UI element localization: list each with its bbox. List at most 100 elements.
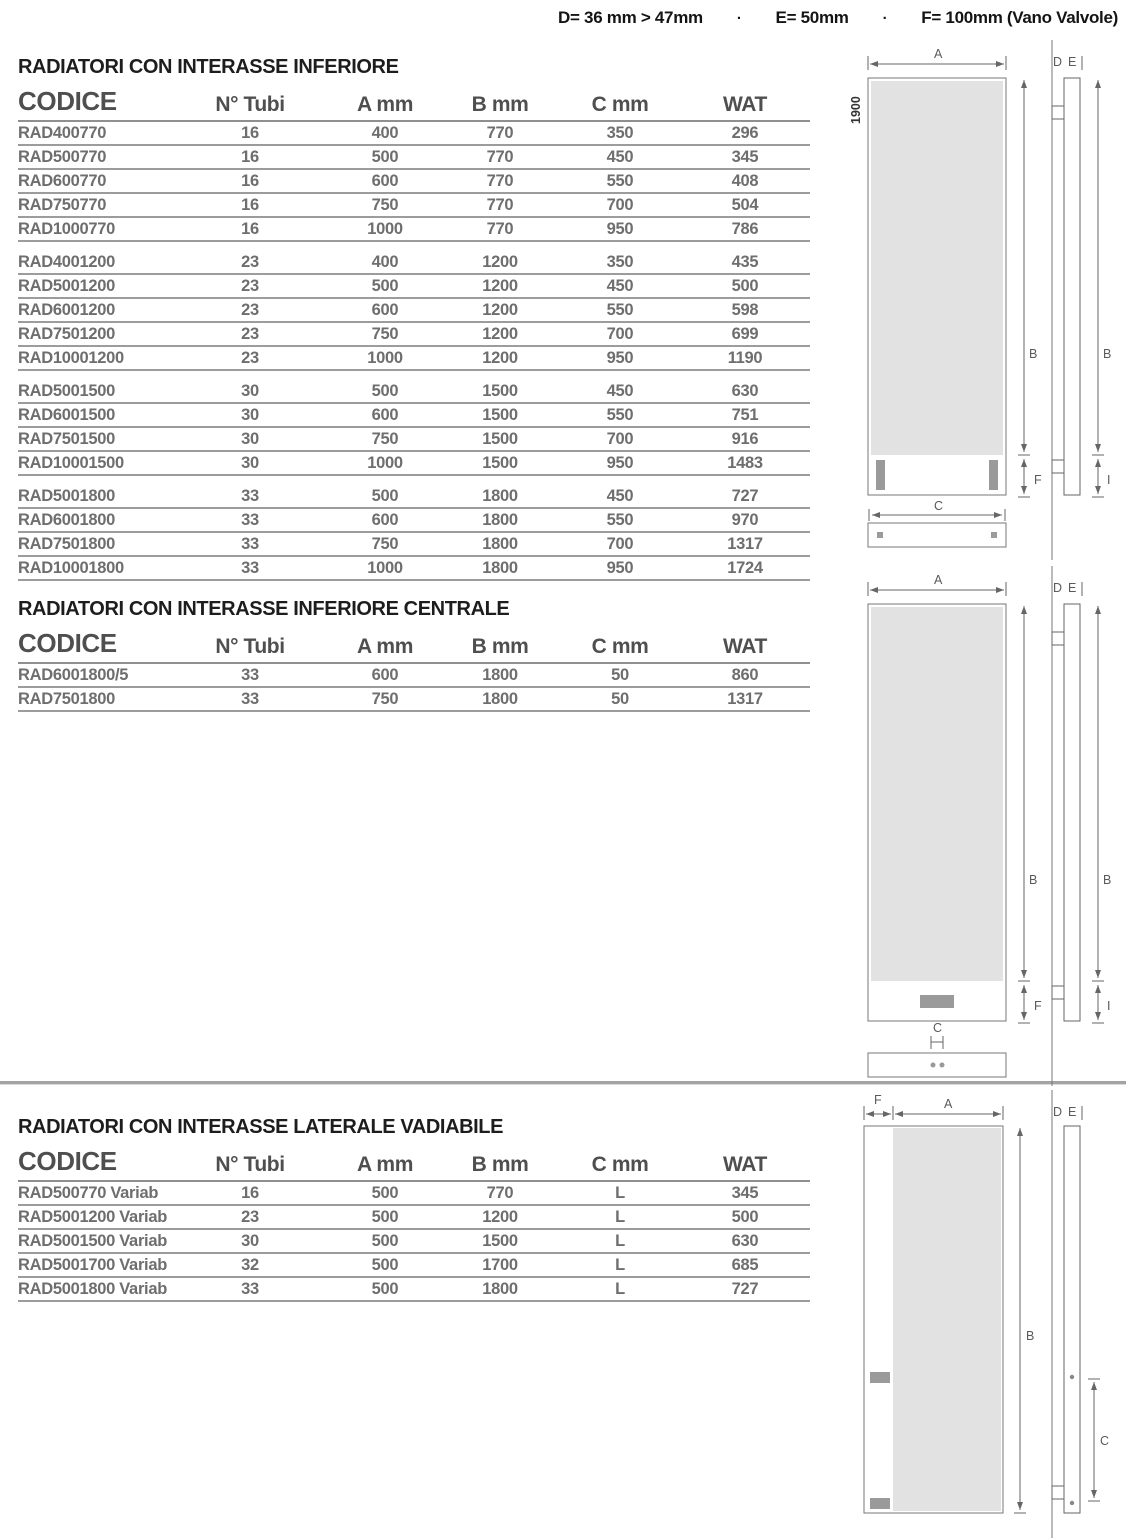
table-row: RAD4001200 23 400 1200 350 435	[18, 251, 810, 275]
value-cell: 1200	[482, 252, 518, 271]
value-cell: 751	[731, 405, 759, 424]
value-cell: 500	[371, 486, 399, 505]
bottom-view	[867, 1052, 1007, 1078]
value-cell: 1000	[367, 348, 403, 367]
table-row: RAD5001800 33 500 1800 450 727	[18, 485, 810, 509]
value-cell: 350	[606, 123, 634, 142]
value-cell: 16	[241, 147, 259, 166]
radiator-panel	[871, 81, 1003, 455]
value-cell: 770	[486, 123, 514, 142]
codice-cell: RAD6001500	[18, 405, 115, 424]
value-cell: 500	[371, 1183, 399, 1202]
column-header: N° Tubi	[215, 93, 285, 116]
bottom-view	[867, 522, 1007, 548]
value-cell: L	[615, 1279, 625, 1298]
value-cell: 699	[731, 324, 759, 343]
value-cell: 770	[486, 171, 514, 190]
value-cell: 1500	[482, 381, 518, 400]
value-cell: 16	[241, 171, 259, 190]
dimension-f-front	[1018, 459, 1030, 498]
table-row: RAD10001200 23 1000 1200 950 1190	[18, 347, 810, 371]
label-c: C	[934, 499, 943, 513]
value-cell: 16	[241, 123, 259, 142]
table-group: RAD5001500 30 500 1500 450 630 RAD6001500 30 600…	[18, 380, 810, 476]
value-cell: 30	[241, 405, 259, 424]
radiator-diagram-inferiore: A 1900 B F C D E B I	[849, 40, 1111, 560]
value-cell: 598	[731, 300, 759, 319]
table-row: RAD600770 16 600 770 550 408	[18, 170, 810, 194]
codice-cell: RAD5001800 Variab	[18, 1279, 167, 1298]
value-cell: 1500	[482, 429, 518, 448]
wall-bracket-bottom	[1051, 459, 1065, 474]
front-view	[867, 77, 1007, 496]
table-row: RAD6001200 23 600 1200 550 598	[18, 299, 810, 323]
radiator-diagram-inferiore-centrale: A B F C D E B I	[867, 566, 1111, 1086]
value-cell: 296	[731, 123, 759, 142]
value-cell: 400	[371, 123, 399, 142]
table-row: RAD6001500 30 600 1500 550 751	[18, 404, 810, 428]
dimension-b-side	[1092, 606, 1104, 982]
value-cell: L	[615, 1183, 625, 1202]
table-group: RAD400770 16 400 770 350 296 RAD500770 16 500 770…	[18, 122, 810, 242]
value-cell: 550	[606, 300, 634, 319]
label-d: D	[1053, 55, 1062, 69]
value-cell: 1500	[482, 453, 518, 472]
value-cell: 450	[606, 147, 634, 166]
dimension-b-side	[1092, 80, 1104, 456]
label-a: A	[934, 47, 943, 61]
dimension-i-side	[1092, 985, 1104, 1024]
table-group: RAD5001800 33 500 1800 450 727 RAD6001800 33 600…	[18, 485, 810, 581]
value-cell: 750	[371, 324, 399, 343]
value-cell: 33	[241, 1279, 259, 1298]
dimension-c-side	[1088, 1378, 1100, 1502]
value-cell: 435	[731, 252, 759, 271]
value-cell: 33	[241, 510, 259, 529]
dimension-i-side	[1092, 459, 1104, 498]
value-cell: 1724	[727, 558, 763, 577]
column-header: WAT	[723, 1153, 767, 1176]
connector-upper	[870, 1372, 890, 1383]
value-cell: 770	[486, 1183, 514, 1202]
table-row: RAD10001800 33 1000 1800 950 1724	[18, 557, 810, 581]
value-cell: 450	[606, 381, 634, 400]
value-cell: 16	[241, 195, 259, 214]
column-header: N° Tubi	[215, 635, 285, 658]
codice-cell: RAD10001200	[18, 348, 124, 367]
label-c: C	[933, 1021, 942, 1035]
section-interasse-laterale-variabile: RADIATORI CON INTERASSE LATERALE VADIABI…	[18, 1116, 810, 1311]
value-cell: 500	[731, 276, 759, 295]
codice-cell: RAD6001200	[18, 300, 115, 319]
dimension-c	[868, 509, 1006, 521]
separator-dot: ·	[736, 9, 742, 27]
wall-bracket-bottom	[1051, 1485, 1065, 1500]
column-header: WAT	[723, 635, 767, 658]
codice-cell: RAD7501200	[18, 324, 115, 343]
connection-dot-upper	[1069, 1374, 1075, 1380]
codice-cell: RAD5001800	[18, 486, 115, 505]
radiator-profile	[1063, 77, 1081, 496]
table-row: RAD500770 Variab 16 500 770 L 345	[18, 1182, 810, 1206]
table-row: RAD7501200 23 750 1200 700 699	[18, 323, 810, 347]
value-cell: 1000	[367, 558, 403, 577]
codice-cell: RAD4001200	[18, 252, 115, 271]
value-cell: 345	[731, 1183, 759, 1202]
value-cell: 950	[606, 453, 634, 472]
value-cell: 770	[486, 219, 514, 238]
front-view	[867, 603, 1007, 1022]
radiator-profile	[1063, 603, 1081, 1022]
table-row: RAD5001500 Variab 30 500 1500 L 630	[18, 1230, 810, 1254]
value-cell: 685	[731, 1255, 759, 1274]
dimension-a	[895, 1106, 1004, 1120]
label-a: A	[944, 1097, 953, 1111]
table-row: RAD10001500 30 1000 1500 950 1483	[18, 452, 810, 476]
value-cell: 1483	[727, 453, 763, 472]
column-header: CODICE	[18, 86, 117, 116]
table-header: CODICE N° Tubi A mm B mm C mm WAT	[18, 628, 810, 664]
table-row: RAD5001800 Variab 33 500 1800 L 727	[18, 1278, 810, 1302]
column-header: N° Tubi	[215, 1153, 285, 1176]
value-cell: 1800	[482, 486, 518, 505]
table-group: RAD500770 Variab 16 500 770 L 345 RAD5001200 V…	[18, 1182, 810, 1302]
codice-cell: RAD600770	[18, 171, 107, 190]
label-d: D	[1053, 581, 1062, 595]
codice-cell: RAD400770	[18, 123, 107, 142]
